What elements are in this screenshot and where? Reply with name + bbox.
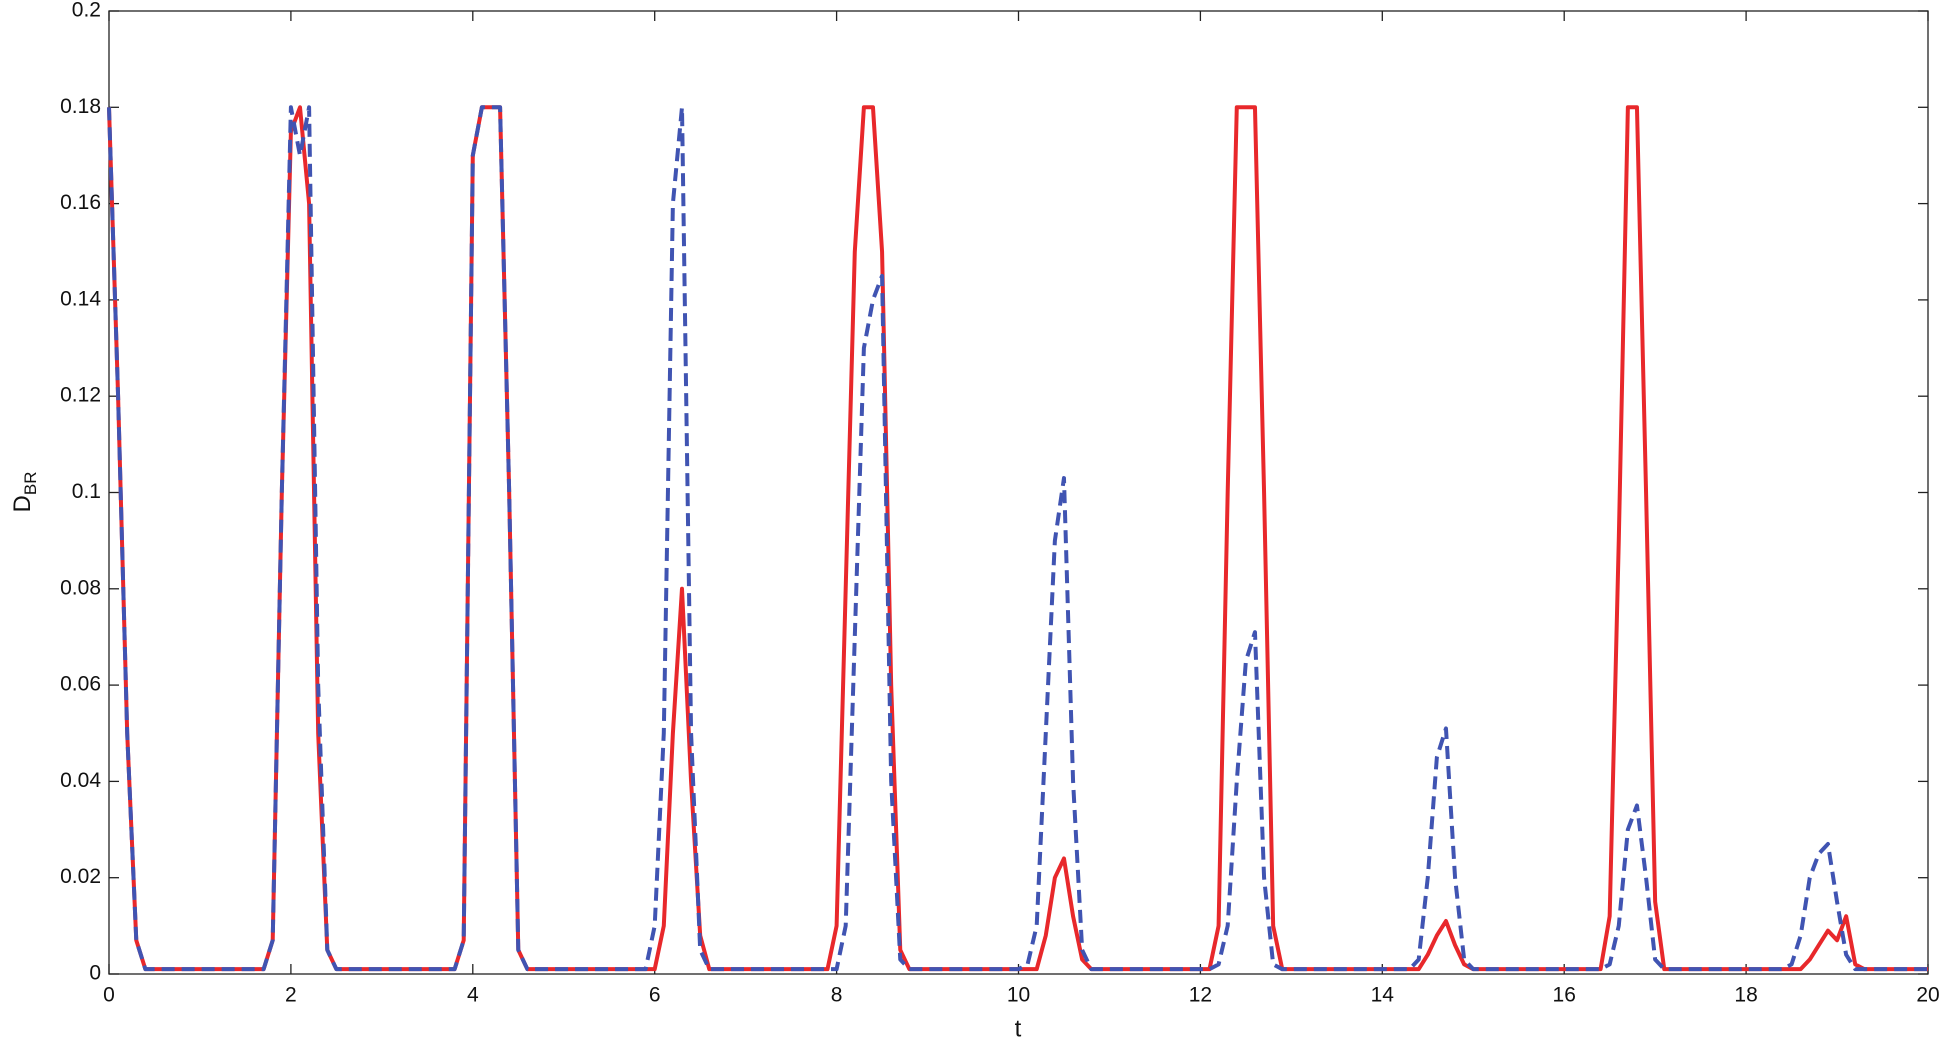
x-tick-label: 16 xyxy=(1553,984,1576,1007)
y-tick-label: 0.18 xyxy=(60,95,101,118)
x-axis-label: t xyxy=(1015,1015,1022,1042)
y-tick-label: 0.2 xyxy=(72,0,101,22)
y-tick-label: 0.06 xyxy=(60,673,101,696)
data-line xyxy=(107,105,1928,972)
x-tick-label: 6 xyxy=(649,984,661,1007)
y-axis-label: DBR xyxy=(9,472,40,513)
y-tick-label: 0.16 xyxy=(60,191,101,214)
y-tick-label: 0.12 xyxy=(60,384,101,407)
x-tick-label: 10 xyxy=(1007,984,1030,1007)
x-tick-label: 20 xyxy=(1916,984,1939,1007)
y-tick-label: 0.02 xyxy=(60,865,101,888)
x-tick-label: 8 xyxy=(831,984,843,1007)
x-tick-label: 12 xyxy=(1189,984,1212,1007)
y-tick-label: 0.08 xyxy=(60,576,101,599)
x-tick-label: 2 xyxy=(285,984,297,1007)
y-axis-label-main: D xyxy=(9,495,36,512)
y-tick-label: 0.1 xyxy=(72,480,101,503)
x-tick-label: 0 xyxy=(103,984,115,1007)
data-line xyxy=(107,105,1928,972)
y-tick-label: 0.14 xyxy=(60,287,101,310)
x-tick-label: 4 xyxy=(467,984,479,1007)
x-tick-label: 14 xyxy=(1371,984,1395,1007)
y-tick-label: 0 xyxy=(89,962,101,985)
y-tick-label: 0.04 xyxy=(60,769,101,792)
x-tick-label: 18 xyxy=(1734,984,1757,1007)
y-axis-label-sub: BR xyxy=(21,472,40,496)
